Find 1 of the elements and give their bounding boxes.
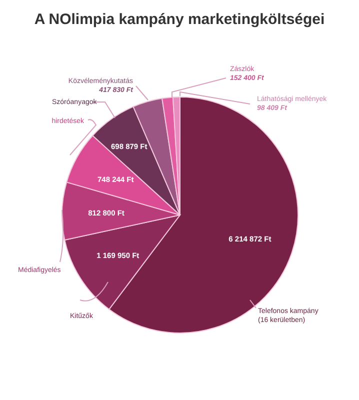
chart-title: A NOlimpia kampány marketingköltségei [34, 11, 325, 28]
